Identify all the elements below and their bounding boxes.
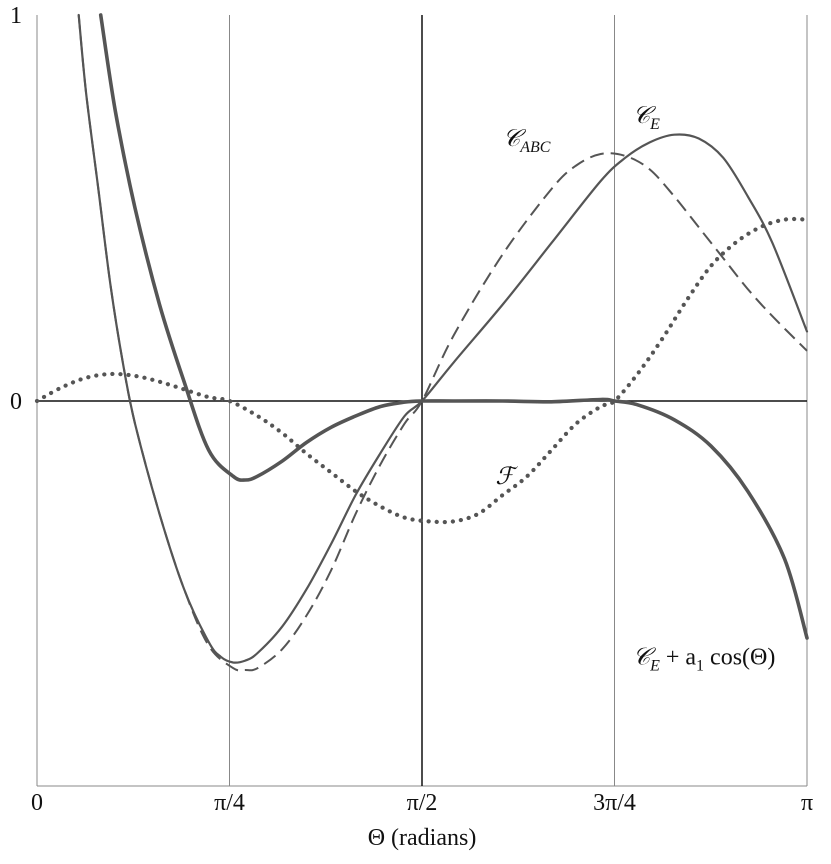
series-line-cabc <box>77 14 808 672</box>
x-tick-label: π/4 <box>214 790 245 816</box>
x-tick-label: 3π/4 <box>593 790 636 816</box>
label-layer: 0 π/4 π/2 3π/4 π 1 0 𝒞E + a1 cos(Θ) 𝒞E 𝒞ABC ℱ <box>10 3 813 816</box>
curve-label-ce-plus-cos: 𝒞E + a1 cos(Θ) <box>633 644 776 674</box>
y-tick-label: 1 <box>10 3 22 29</box>
series-layer <box>34 13 810 672</box>
x-tick-label: π/2 <box>407 790 438 816</box>
x-tick-label: π <box>801 790 813 816</box>
series-line-ce-plus-cos <box>98 13 809 640</box>
x-tick-label: 0 <box>31 790 43 816</box>
x-axis-title: Θ (radians) <box>368 825 477 851</box>
curve-label-f: ℱ <box>495 464 518 490</box>
curve-label-cabc: 𝒞ABC <box>503 126 551 156</box>
series-line-f <box>34 216 810 525</box>
curve-label-ce: 𝒞E <box>633 103 661 133</box>
series-line-ce <box>77 13 809 664</box>
y-tick-label: 0 <box>10 389 22 415</box>
